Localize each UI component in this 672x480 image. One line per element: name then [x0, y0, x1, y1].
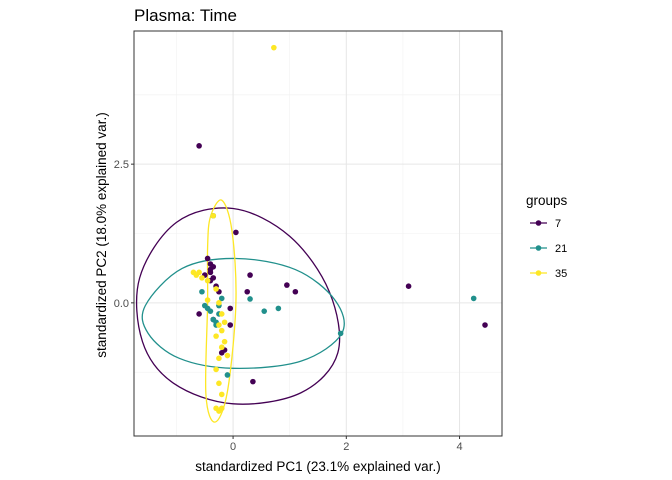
- legend-key-point-35: [535, 270, 542, 276]
- legend-label-21: 21: [555, 243, 567, 255]
- x-tick-label: 2: [343, 441, 349, 453]
- point-group-7: [482, 322, 488, 328]
- point-group-35: [218, 344, 225, 351]
- point-group-7: [204, 255, 211, 262]
- point-group-7: [218, 349, 225, 356]
- point-group-7: [227, 305, 234, 312]
- point-group-7: [196, 311, 202, 317]
- point-group-7: [284, 282, 290, 288]
- y-tick-label: 2.5: [114, 159, 129, 171]
- ellipse-group-21: [141, 257, 345, 370]
- point-group-35: [271, 44, 277, 51]
- point-group-35: [216, 380, 222, 387]
- point-group-35: [218, 391, 225, 398]
- y-axis-title: standardized PC2 (18.0% explained var.): [94, 112, 109, 357]
- point-group-7: [247, 272, 253, 278]
- point-group-35: [213, 286, 219, 292]
- legend-label-35: 35: [555, 268, 567, 280]
- point-group-35: [218, 327, 225, 334]
- x-axis-title: standardized PC1 (23.1% explained var.): [195, 459, 440, 474]
- point-group-35: [213, 366, 219, 373]
- point-group-35: [204, 277, 211, 284]
- chart-title: Plasma: Time: [134, 6, 237, 25]
- point-group-21: [218, 295, 225, 302]
- panel-border: [133, 30, 503, 437]
- legend: groups 7 21 35: [526, 193, 568, 280]
- legend-label-7: 7: [555, 218, 561, 230]
- point-group-35: [216, 300, 222, 306]
- y-tick-label: 0.0: [114, 298, 129, 310]
- point-group-35: [218, 311, 225, 317]
- point-group-21: [470, 295, 477, 302]
- legend-key-point-7: [535, 220, 542, 226]
- point-group-21: [275, 305, 282, 312]
- point-group-21: [224, 372, 231, 378]
- point-group-21: [247, 296, 253, 302]
- point-group-35: [221, 319, 228, 326]
- point-group-7: [250, 378, 256, 385]
- ellipse-group-7: [135, 207, 341, 405]
- point-group-35: [224, 352, 231, 359]
- point-group-35: [216, 322, 222, 328]
- legend-key-point-21: [535, 245, 542, 251]
- point-group-35: [210, 212, 217, 219]
- point-group-35: [216, 355, 222, 362]
- point-group-35: [213, 333, 219, 339]
- point-group-35: [199, 275, 205, 281]
- point-group-21: [207, 308, 214, 314]
- point-group-35: [196, 269, 202, 276]
- point-group-35: [204, 297, 211, 303]
- point-group-21: [261, 308, 268, 314]
- point-group-7: [207, 269, 214, 276]
- point-group-7: [196, 143, 202, 149]
- point-group-7: [405, 283, 412, 290]
- point-group-21: [199, 288, 205, 295]
- point-group-7: [233, 229, 239, 236]
- point-group-21: [337, 330, 344, 337]
- point-group-35: [216, 408, 222, 414]
- point-group-35: [221, 338, 228, 345]
- point-group-7: [292, 288, 299, 295]
- point-group-7: [227, 322, 234, 328]
- ellipse-group-35: [204, 199, 237, 423]
- x-tick-label: 0: [230, 441, 236, 453]
- x-tick-label: 4: [456, 441, 462, 453]
- point-group-7: [244, 288, 251, 295]
- legend-title: groups: [526, 193, 568, 208]
- plot-panel: 0 2 4 0.0 2.5: [114, 30, 503, 453]
